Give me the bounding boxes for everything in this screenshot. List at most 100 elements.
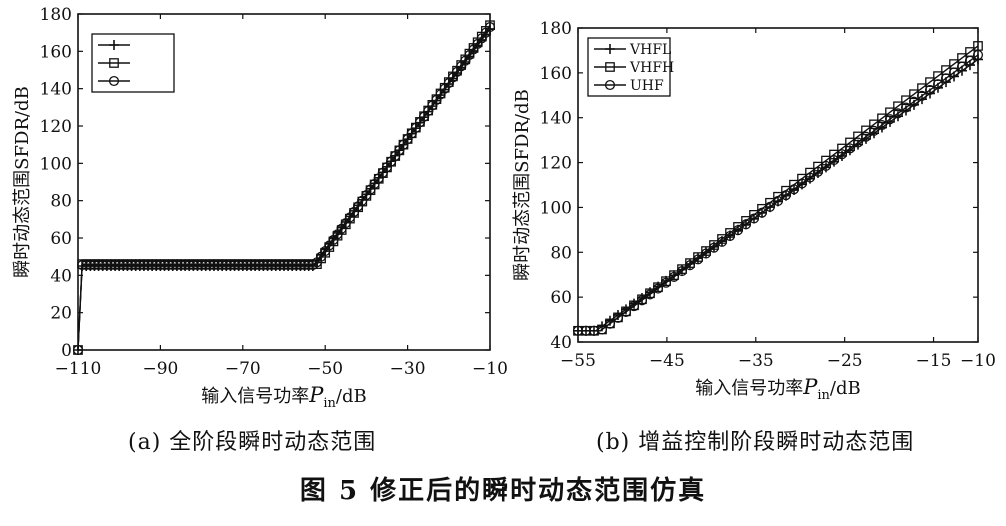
- series-marker: [628, 301, 640, 312]
- legend-marker: [605, 44, 615, 54]
- y-tick-label: 40: [50, 266, 72, 286]
- x-axis-label-unit: /dB: [336, 386, 367, 407]
- x-tick-label: −90: [142, 359, 178, 379]
- y-tick-label: 80: [50, 192, 72, 212]
- legend: [91, 33, 175, 93]
- legend-marker: [109, 58, 119, 68]
- x-axis-label-main: 输入信号功率: [201, 386, 309, 407]
- x-tick-label: −45: [649, 351, 685, 371]
- subplot-caption-a: (a) 全阶段瞬时动态范围: [128, 430, 377, 455]
- y-tick-label: 120: [40, 117, 72, 137]
- legend-label: VHFL: [629, 42, 671, 58]
- series-marker: [900, 102, 912, 113]
- y-tick-label: 60: [550, 288, 572, 308]
- series-marker: [932, 79, 944, 90]
- y-tick-label: 140: [40, 80, 72, 100]
- x-tick-label: −110: [55, 359, 102, 379]
- x-tick-label: −25: [827, 351, 863, 371]
- series-marker: [652, 283, 664, 294]
- chart-panel-a: −110 −90 −70 −50 −30 −10 0 20 40 60 80 100 120 140 160…: [12, 5, 508, 411]
- series-marker: [948, 67, 960, 78]
- series-marker: [596, 324, 608, 335]
- y-axis-label: 瞬时动态范围SFDR/dB: [12, 86, 33, 278]
- x-tick-label: −10: [960, 351, 996, 371]
- legend-marker: [108, 75, 120, 87]
- series-marker: [484, 22, 496, 33]
- x-axis-label: 输入信号功率Pin/dB: [201, 383, 367, 411]
- y-tick-label: 80: [550, 243, 572, 263]
- series-marker: [740, 219, 752, 230]
- subplot-caption-b: (b) 增益控制阶段瞬时动态范围: [596, 430, 915, 455]
- series-marker: [844, 143, 856, 154]
- y-tick-label: 60: [50, 229, 72, 249]
- series-marker: [884, 114, 896, 125]
- y-tick-label: 120: [540, 154, 572, 174]
- chart-panel-b: −55 −45 −35 −25 −15 −10 40 60 80 100 120 140 160 180 瞬…: [512, 19, 996, 403]
- series-marker: [572, 325, 584, 336]
- series-marker: [804, 172, 816, 183]
- series-marker: [772, 195, 784, 207]
- legend: VHFL VHFH UHF: [587, 37, 674, 97]
- series-marker: [964, 55, 976, 66]
- y-tick-label: 0: [61, 341, 72, 361]
- series-marker: [588, 325, 600, 336]
- series-marker: [660, 277, 672, 288]
- series-marker: [788, 184, 800, 195]
- series-marker: [972, 49, 984, 60]
- x-tick-label: −30: [390, 359, 426, 379]
- series-marker: [636, 295, 648, 306]
- series-marker: [780, 190, 792, 201]
- series-marker: [612, 312, 624, 323]
- y-axis-label: 瞬时动态范围SFDR/dB: [512, 89, 533, 281]
- series-2: [72, 22, 496, 356]
- x-axis-label-symbol: P: [802, 375, 818, 399]
- x-tick-label: −55: [560, 351, 596, 371]
- y-tick-label: 180: [540, 19, 572, 39]
- y-tick-label: 160: [540, 64, 572, 84]
- legend-marker: [604, 79, 616, 91]
- plot-frame: [577, 27, 979, 343]
- y-tick-label: 100: [40, 154, 72, 174]
- series-marker: [892, 108, 904, 119]
- y-tick-label: 180: [40, 5, 72, 25]
- x-axis-label-unit: /dB: [830, 378, 861, 399]
- y-tick-label: 140: [540, 109, 572, 129]
- series-marker: [716, 236, 728, 247]
- figure-caption: 图 5 修正后的瞬时动态范围仿真: [299, 476, 707, 506]
- x-tick-label: −15: [916, 351, 952, 371]
- series-marker: [700, 248, 712, 259]
- series-marker: [916, 90, 928, 101]
- x-tick-label: −70: [225, 359, 261, 379]
- series-uhf: [572, 49, 984, 336]
- y-tick-label: 40: [550, 333, 572, 353]
- series-marker: [812, 166, 824, 177]
- legend-label: VHFH: [629, 60, 674, 76]
- series-marker: [604, 318, 616, 329]
- series-marker: [72, 344, 84, 356]
- series-marker: [764, 201, 776, 212]
- x-axis-label-subscript: in: [323, 396, 336, 411]
- series-marker: [644, 289, 656, 300]
- x-tick-label: −10: [472, 359, 508, 379]
- y-tick-label: 20: [50, 304, 72, 324]
- x-tick-label: −35: [738, 351, 774, 371]
- series-marker: [796, 178, 808, 189]
- legend-marker: [109, 40, 119, 50]
- x-axis-label-main: 输入信号功率: [695, 378, 803, 399]
- series-marker: [620, 306, 632, 318]
- legend-label: UHF: [630, 78, 664, 94]
- series-marker: [868, 125, 880, 136]
- series-marker: [908, 96, 920, 107]
- x-axis-label-symbol: P: [308, 383, 324, 407]
- series-line: [77, 26, 491, 351]
- series-marker: [956, 61, 968, 72]
- series-marker: [828, 155, 840, 166]
- y-tick-label: 160: [40, 42, 72, 62]
- series-marker: [684, 260, 696, 271]
- series-marker: [820, 160, 832, 171]
- series-line: [578, 54, 979, 332]
- series-marker: [580, 325, 592, 336]
- series-marker: [940, 73, 952, 84]
